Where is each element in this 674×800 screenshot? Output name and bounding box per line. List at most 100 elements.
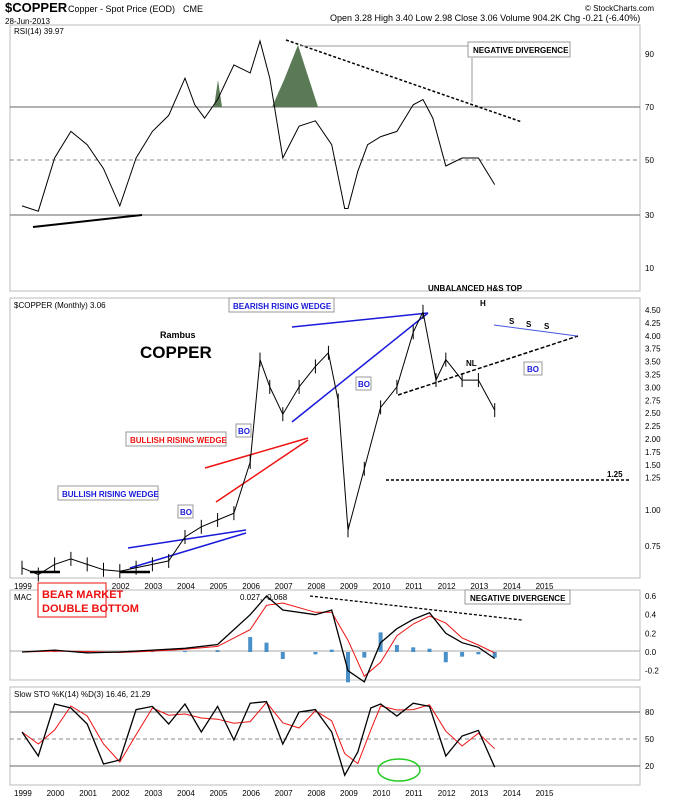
price-tick-8: 2.50	[645, 409, 661, 418]
rsi-tick-70: 70	[645, 103, 654, 112]
sto-tick-20: 20	[645, 762, 654, 771]
price-axis-year-2014: 2014	[503, 582, 521, 591]
rsi-overbought-fill-1	[214, 80, 222, 107]
macd-histogram	[52, 632, 497, 683]
bo-callout-1	[177, 504, 194, 519]
sto-axis-year-2005: 2005	[210, 789, 228, 798]
bo-label-4: BO	[527, 365, 539, 374]
quote-line: Open 3.28 High 3.40 Low 2.98 Close 3.06 …	[330, 13, 640, 23]
sto-low-highlight	[377, 758, 421, 782]
macd-label: MAC	[14, 593, 32, 602]
sto-axis-year-1999: 1999	[14, 789, 32, 798]
sto-axis-year-2006: 2006	[242, 789, 260, 798]
sto-axis-year-2007: 2007	[275, 789, 293, 798]
price-axis-year-2012: 2012	[438, 582, 456, 591]
macd-hist-bar-12	[346, 652, 350, 683]
bo-callout-2	[235, 423, 252, 438]
bullish-wedge-top-callout	[125, 431, 227, 447]
sto-axis-year-2010: 2010	[373, 789, 391, 798]
price-axis: 4.50 4.25 4.00 3.75 3.50 3.25 3.00 2.75 2.50 2.25…	[645, 306, 661, 551]
sto-axis-year-2011: 2011	[405, 789, 423, 798]
macd-divergence-trendline	[309, 595, 523, 621]
sto-axis-year-2003: 2003	[144, 789, 162, 798]
price-tick-12: 1.50	[645, 461, 661, 470]
rsi-overbought-fill-2	[272, 45, 318, 107]
price-axis-year-2011: 2011	[405, 582, 423, 591]
symbol: $COPPER	[5, 0, 68, 15]
sto-axis-year-2014: 2014	[503, 789, 521, 798]
bearish-wedge-callout	[228, 297, 335, 313]
price-tick-13: 1.25	[645, 474, 661, 483]
rsi-tick-10: 10	[645, 264, 654, 273]
neckline-label: NL	[466, 359, 477, 368]
head-label: H	[480, 299, 486, 308]
macd-hist-bar-20	[476, 652, 481, 655]
bearish-wedge-upper	[291, 312, 429, 328]
chart-title: COPPER	[140, 343, 212, 362]
price-axis-year-1999: 1999	[14, 582, 32, 591]
rsi-series-line	[21, 39, 496, 212]
bearish-wedge-lower	[291, 312, 429, 423]
macd-hist-bar-17	[427, 648, 432, 652]
price-tick-15: 0.75	[645, 542, 661, 551]
price-axis-year-2005: 2005	[210, 582, 228, 591]
price-series-line	[21, 310, 496, 576]
macd-hist-bar-9	[280, 652, 285, 659]
rsi-divergence-callout	[467, 41, 571, 58]
bo-callout-4	[523, 361, 543, 376]
macd-tick-0: 0.6	[645, 592, 657, 601]
macd-hist-bar-8	[264, 642, 269, 652]
macd-hist-bar-13	[362, 652, 367, 658]
price-tick-1: 4.25	[645, 319, 661, 328]
bo-label-1: BO	[180, 508, 192, 517]
price-tick-3: 3.75	[645, 345, 661, 354]
price-tick-0: 4.50	[645, 306, 661, 315]
price-axis-year-2007: 2007	[275, 582, 293, 591]
rsi-tick-50: 50	[645, 156, 654, 165]
sto-tick-50: 50	[645, 735, 654, 744]
macd-label-values: 0.027, -0.068	[240, 593, 288, 602]
macd-divergence-text: NEGATIVE DIVERGENCE	[470, 594, 566, 603]
sto-axis-year-2002: 2002	[112, 789, 130, 798]
macd-axis: 0.6 0.4 0.2 0.0 -0.2	[645, 592, 659, 676]
price-panel	[9, 297, 641, 579]
macd-hist-bar-11	[329, 649, 334, 652]
sto-label: Slow STO %K(14) %D(3) 16.46, 21.29	[14, 690, 151, 699]
bullish-wedge-bottom-callout	[57, 485, 159, 501]
price-tick-7: 2.75	[645, 396, 661, 405]
price-axis-year-2002: 2002	[112, 582, 130, 591]
price-tick-6: 3.00	[645, 383, 661, 392]
author-label: Rambus	[160, 330, 196, 340]
sto-axis-year-2013: 2013	[470, 789, 488, 798]
rsi-tick-30: 30	[645, 211, 654, 220]
macd-hist-bar-7	[248, 637, 253, 652]
price-axis-year-2009: 2009	[340, 582, 358, 591]
macd-hist-bar-21	[492, 652, 497, 658]
macd-series-line	[21, 595, 496, 683]
bullish-wedge-top-lower	[215, 439, 309, 503]
sto-axis-year-2004: 2004	[177, 789, 195, 798]
macd-panel	[9, 589, 641, 681]
macd-hist-bar-5	[183, 651, 187, 653]
double-bottom-callout	[37, 582, 107, 618]
price-axis-year-2010: 2010	[373, 582, 391, 591]
rsi-tick-90: 90	[645, 50, 654, 59]
hs-top-label: UNBALANCED H&S TOP	[428, 284, 523, 293]
rsi-label: RSI(14) 39.97	[14, 27, 64, 36]
price-axis-year-2013: 2013	[470, 582, 488, 591]
support-label: 1.25	[607, 470, 623, 479]
hs-neckline	[397, 335, 579, 396]
rsi-support-trendline	[32, 214, 143, 228]
sto-k-line	[21, 700, 496, 777]
bullish-wedge-top-upper	[204, 437, 309, 469]
sto-axis-year-2015: 2015	[536, 789, 554, 798]
instrument-name: Copper - Spot Price (EOD)	[68, 4, 175, 14]
macd-tick-3: 0.0	[645, 648, 657, 657]
macd-hist-bar-10	[313, 652, 318, 655]
price-axis-year-2015: 2015	[536, 582, 554, 591]
rsi-divergence-text: NEGATIVE DIVERGENCE	[473, 46, 569, 55]
bo-callout-3	[355, 376, 372, 391]
bullish-wedge-bottom-text: BULLISH RISING WEDGE	[62, 490, 160, 499]
shoulder-label-3: S	[544, 322, 550, 331]
